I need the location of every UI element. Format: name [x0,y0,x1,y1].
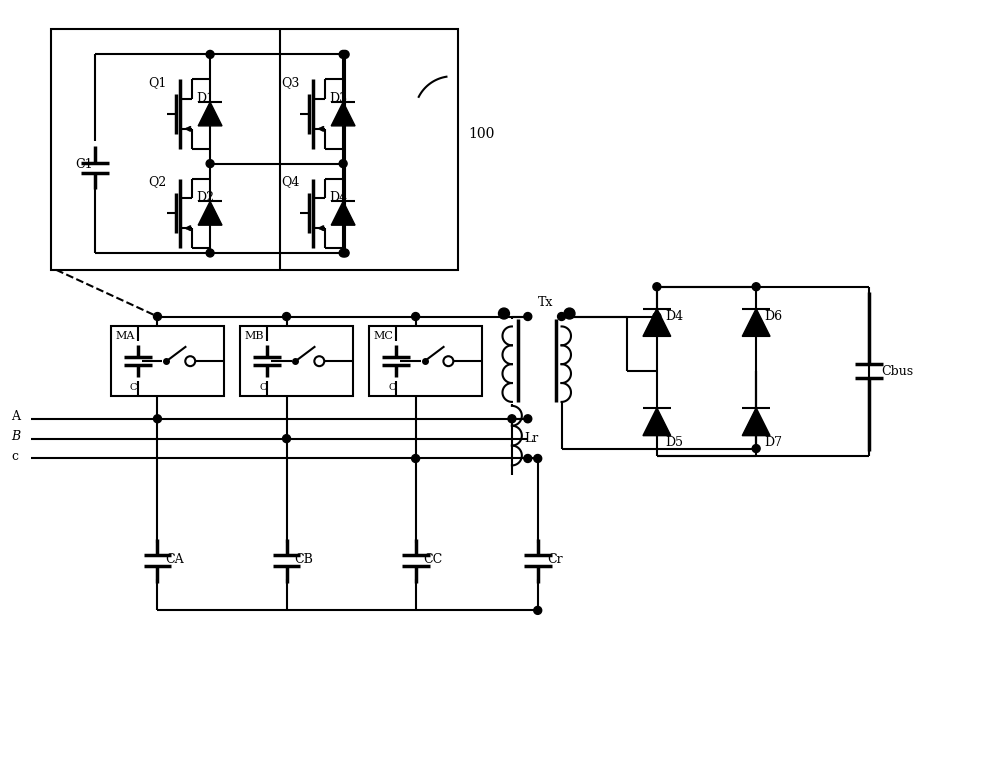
Circle shape [154,313,161,320]
Bar [240,327,353,396]
Circle shape [653,283,661,291]
Text: D6: D6 [764,310,782,324]
Text: D3: D3 [329,92,347,105]
Text: C: C [130,383,137,392]
Polygon shape [643,309,671,337]
Text: D4: D4 [665,310,683,324]
Text: D7: D7 [764,436,782,449]
Text: C: C [388,383,395,392]
Circle shape [339,50,347,58]
Text: D4: D4 [329,191,347,204]
Circle shape [534,454,542,462]
Circle shape [558,313,566,320]
Polygon shape [331,102,355,126]
Text: Cbus: Cbus [881,365,913,378]
Circle shape [653,313,661,320]
Circle shape [341,249,349,257]
Circle shape [524,454,532,462]
Text: Q4: Q4 [282,176,300,188]
Circle shape [752,283,760,291]
Circle shape [412,454,420,462]
Circle shape [752,444,760,453]
Circle shape [283,313,291,320]
Circle shape [524,313,532,320]
Text: CB: CB [294,553,313,566]
Circle shape [524,415,532,423]
Circle shape [412,313,420,320]
Text: MA: MA [116,331,135,341]
Text: MC: MC [374,331,394,341]
Text: C: C [259,383,266,392]
Text: C1: C1 [75,158,93,170]
Text: MB: MB [245,331,264,341]
Circle shape [283,435,291,443]
Text: B: B [12,430,21,444]
Polygon shape [742,408,770,436]
Polygon shape [198,102,222,126]
Circle shape [508,415,516,423]
Circle shape [206,50,214,58]
Text: Q3: Q3 [282,76,300,89]
Circle shape [341,50,349,58]
Text: Tx: Tx [538,296,553,309]
Bar [369,327,482,396]
Polygon shape [198,201,222,225]
Circle shape [534,606,542,615]
Circle shape [339,159,347,168]
Text: 100: 100 [468,127,495,141]
Text: D1: D1 [196,92,214,105]
Text: Q1: Q1 [149,76,167,89]
Text: D2: D2 [196,191,214,204]
Circle shape [154,415,161,423]
Circle shape [564,308,575,319]
Polygon shape [331,201,355,225]
Circle shape [499,308,509,319]
Text: Lr: Lr [524,432,538,444]
Bar [111,327,224,396]
Text: Q2: Q2 [149,176,167,188]
Text: A: A [12,410,21,423]
Text: c: c [12,450,19,463]
Circle shape [206,159,214,168]
Text: D5: D5 [665,436,683,449]
Bar [51,29,458,270]
Polygon shape [643,408,671,436]
Circle shape [339,249,347,257]
Circle shape [206,249,214,257]
Polygon shape [742,309,770,337]
Text: CC: CC [424,553,443,566]
Text: Cr: Cr [548,553,563,566]
Text: CA: CA [165,553,184,566]
